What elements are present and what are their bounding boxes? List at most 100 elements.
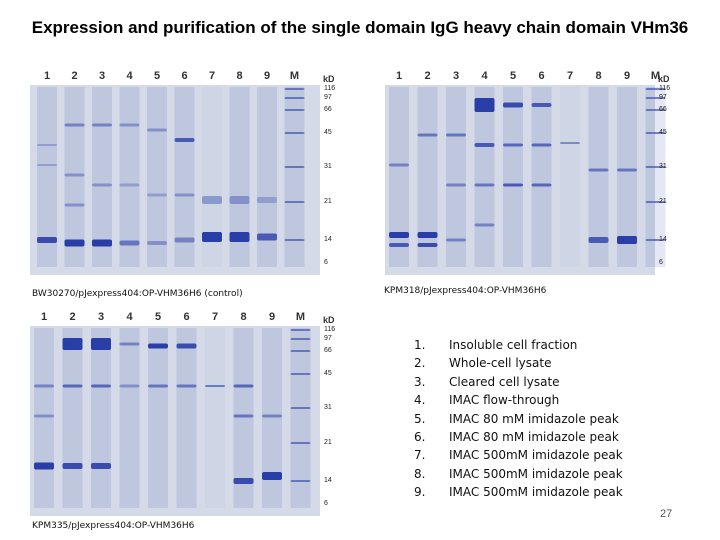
lane-label: 8 — [236, 70, 243, 82]
marker-label: 66 — [324, 347, 332, 354]
lane-label: 7 — [211, 311, 219, 323]
gel-band — [174, 193, 195, 197]
gel-band — [290, 442, 311, 444]
gel-band — [503, 143, 523, 147]
lane-label: 1 — [395, 70, 403, 82]
marker-label: 31 — [324, 163, 332, 170]
legend-item: 4. IMAC flow-through — [414, 393, 560, 408]
gel-lanes — [30, 85, 320, 275]
gel-band — [290, 338, 311, 340]
gel-band — [91, 338, 111, 350]
gel-band — [290, 350, 311, 352]
lane-smear — [147, 87, 167, 267]
gel-band — [147, 193, 167, 197]
gel-band — [284, 239, 305, 241]
gel-band — [284, 88, 305, 90]
lane-label: 7 — [566, 70, 574, 82]
gel-band — [645, 239, 666, 241]
gel-lanes — [385, 85, 666, 275]
gel-band — [531, 183, 552, 187]
gel-band — [202, 232, 222, 242]
gel-band — [645, 132, 666, 134]
gel-band — [446, 133, 466, 137]
lane-label: 4 — [126, 311, 133, 323]
lane-label: 8 — [595, 70, 602, 82]
lane-label: 6 — [183, 311, 190, 323]
lane-smear — [446, 87, 466, 267]
gel-band — [147, 128, 167, 132]
lane-label: M — [650, 70, 661, 82]
gel-band — [284, 97, 305, 99]
gel-band — [92, 183, 112, 187]
marker-label: 97 — [659, 94, 667, 101]
gel-band — [62, 463, 83, 469]
slide-title: Expression and purification of the singl… — [31, 18, 689, 37]
lane-label: 6 — [181, 70, 188, 82]
gel-band — [503, 183, 523, 187]
unit-label: kD — [323, 74, 335, 84]
legend-item: 6. IMAC 80 mM imidazole peak — [414, 429, 619, 444]
lane-label: 3 — [452, 70, 460, 82]
marker-label: 66 — [324, 106, 332, 113]
lane-smear — [617, 87, 637, 267]
lane-label: 1 — [43, 70, 51, 82]
gel-band — [34, 414, 54, 418]
gel-band — [62, 338, 83, 350]
lane-label: 3 — [98, 70, 106, 82]
gel-background — [30, 326, 320, 516]
marker-label: 21 — [324, 439, 332, 446]
gel-caption-kpm335: KPM335/pJexpress404:OP-VHM36H6 — [32, 521, 195, 531]
lane-smear — [417, 87, 438, 267]
gel-caption-control: BW30270/pJexpress404:OP-VHM36H6 (control… — [32, 289, 243, 299]
gel-band — [446, 183, 466, 187]
legend-item: 1. Insoluble cell fraction — [414, 338, 578, 352]
lane-label: M — [289, 70, 300, 82]
gel-caption-kpm318: KPM318/pJexpress404:OP-VHM36H6 — [384, 286, 547, 296]
gel-band — [229, 232, 250, 242]
marker-label: 14 — [324, 477, 332, 484]
lane-smear — [389, 87, 409, 267]
lane-smear — [174, 87, 195, 267]
gel-band — [474, 143, 495, 147]
gel-band — [389, 243, 409, 247]
gel-band — [119, 123, 140, 127]
marker-label: 6 — [659, 259, 663, 266]
lane-smear — [503, 87, 523, 267]
lane-smear — [560, 87, 580, 267]
gel-band — [92, 239, 112, 247]
lane-label: 4 — [126, 70, 133, 82]
lane-smear — [64, 87, 85, 267]
gel-band — [233, 478, 254, 484]
gel-band — [37, 144, 57, 146]
lane-smear — [62, 328, 83, 508]
legend-item: 7. IMAC 500mM imidazole peak — [414, 448, 623, 463]
lane-label: 1 — [40, 311, 48, 323]
marker-label: 116 — [659, 85, 671, 92]
gel-band — [229, 196, 250, 204]
gel-band — [34, 384, 54, 388]
gel-lanes — [30, 326, 320, 516]
lane-smear — [37, 87, 57, 267]
gel-band — [284, 109, 305, 111]
lane-label: 9 — [268, 311, 276, 323]
gel-band — [417, 243, 438, 247]
gel-band — [645, 97, 666, 99]
gel-band — [176, 343, 197, 349]
legend-item: 9. IMAC 500mM imidazole peak — [414, 485, 623, 500]
gel-band — [531, 143, 552, 147]
lane-smear — [474, 87, 495, 267]
legend-item: 5. IMAC 80 mM imidazole peak — [414, 411, 619, 426]
gel-band — [645, 88, 666, 90]
lane-label: 9 — [623, 70, 631, 82]
gel-band — [560, 142, 580, 144]
legend-item: 8. IMAC 500mM imidazole peak — [414, 466, 623, 481]
marker-label: 21 — [324, 198, 332, 205]
gel-band — [233, 414, 254, 418]
marker-label: 45 — [659, 129, 667, 136]
gel-band — [284, 166, 305, 168]
gel-band — [64, 239, 85, 247]
gel-band — [290, 329, 311, 331]
lane-smear — [92, 87, 112, 267]
